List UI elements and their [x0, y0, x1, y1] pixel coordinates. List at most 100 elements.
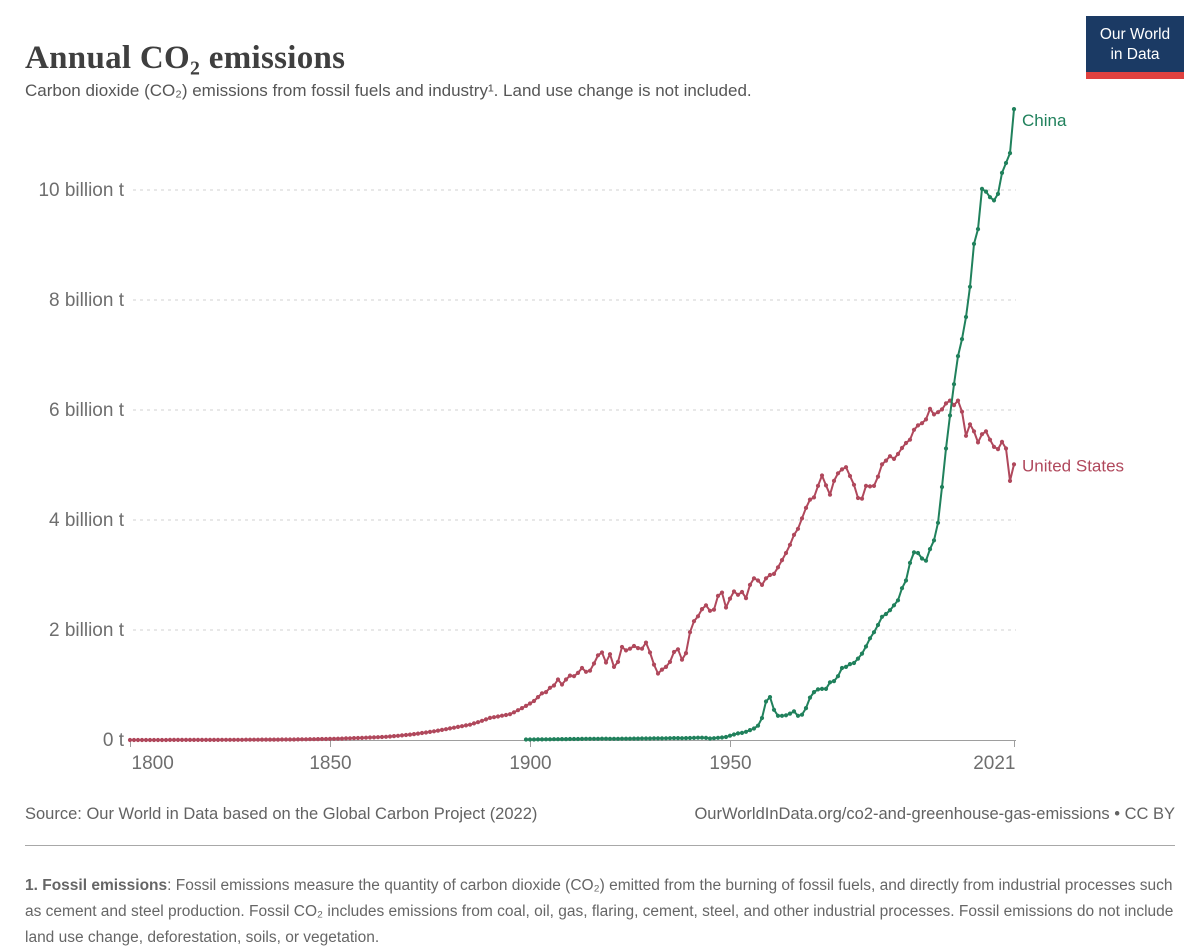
series-point-china — [795, 713, 801, 718]
series-point-united-states — [623, 648, 629, 653]
series-point-united-states — [859, 496, 865, 501]
series-point-united-states — [327, 736, 333, 742]
series-point-united-states — [775, 565, 781, 570]
series-point-united-states — [235, 737, 241, 742]
series-point-united-states — [291, 737, 297, 742]
series-point-china — [991, 198, 997, 203]
series-point-united-states — [203, 737, 209, 743]
series-point-united-states — [387, 734, 393, 739]
series-point-united-states — [835, 471, 841, 476]
series-point-united-states — [247, 737, 253, 742]
series-label-china[interactable]: China — [1022, 111, 1067, 130]
series-point-china — [763, 699, 769, 704]
series-point-united-states — [355, 735, 361, 741]
series-point-united-states — [583, 669, 589, 674]
series-point-china — [627, 736, 633, 741]
series-point-united-states — [903, 440, 909, 446]
x-tick-label: 1900 — [509, 753, 551, 774]
series-point-china — [951, 382, 957, 387]
series-point-united-states — [391, 734, 397, 739]
series-point-china — [543, 737, 549, 742]
series-point-united-states — [507, 712, 513, 717]
series-point-united-states — [671, 649, 677, 655]
series-point-united-states — [343, 736, 349, 741]
series-point-united-states — [523, 703, 529, 709]
series-label-united-states[interactable]: United States — [1022, 456, 1124, 475]
series-point-china — [571, 736, 577, 742]
series-point-united-states — [855, 495, 861, 501]
series-point-china — [655, 736, 661, 741]
x-tick-label: 1800 — [132, 753, 174, 774]
series-point-china — [535, 737, 541, 742]
series-point-united-states — [155, 737, 161, 743]
series-point-united-states — [323, 736, 329, 742]
series-point-united-states — [611, 664, 617, 670]
x-tick-label: 1850 — [309, 753, 351, 774]
series-point-china — [823, 686, 829, 692]
series-point-china — [687, 735, 693, 741]
series-point-united-states — [427, 729, 433, 735]
series-point-china — [791, 709, 797, 714]
series-point-china — [695, 735, 701, 740]
series-point-united-states — [851, 482, 857, 487]
series-point-china — [819, 686, 825, 692]
series-point-united-states — [411, 732, 417, 737]
series-point-china — [751, 726, 757, 731]
series-point-united-states — [283, 737, 289, 742]
series-point-united-states — [951, 403, 957, 408]
series-point-united-states — [195, 737, 201, 743]
series-point-united-states — [679, 657, 685, 662]
source-link[interactable]: OurWorldInData.org/co2-and-greenhouse-ga… — [694, 805, 1175, 823]
series-point-china — [659, 736, 665, 741]
footnote: 1. Fossil emissions: Fossil emissions me… — [25, 873, 1177, 952]
series-point-china — [999, 170, 1005, 175]
series-point-united-states — [403, 732, 409, 738]
series-point-united-states — [275, 737, 281, 742]
series-point-china — [815, 687, 821, 692]
series-point-china — [639, 736, 645, 741]
owid-logo-text-line1: Our World — [1099, 26, 1171, 43]
series-point-china — [651, 736, 657, 741]
series-point-united-states — [711, 607, 717, 612]
series-point-united-states — [707, 608, 713, 613]
series-point-united-states — [367, 735, 373, 740]
series-point-united-states — [515, 708, 521, 713]
chart-svg[interactable]: 0 t 2 billion t 4 billion t 6 billion t 8 bi… — [0, 80, 1200, 790]
series-point-united-states — [451, 725, 457, 730]
series-point-china — [963, 314, 969, 320]
series-point-united-states — [167, 737, 173, 743]
series-point-china — [899, 586, 905, 591]
series-point-united-states — [675, 647, 681, 652]
page-title: Annual CO₂ emissions — [25, 40, 346, 77]
series-point-united-states — [875, 474, 881, 479]
series-line-united-states[interactable] — [129, 399, 1015, 741]
series-point-china — [615, 736, 621, 741]
series-point-united-states — [563, 677, 569, 682]
series-point-united-states — [179, 737, 185, 743]
source-text: Source: Our World in Data based on the G… — [25, 805, 538, 823]
y-axis-label: 6 billion t — [49, 400, 125, 421]
y-axis-label: 10 billion t — [38, 180, 124, 201]
series-point-united-states — [615, 659, 621, 665]
series-point-china — [799, 712, 805, 717]
series-point-china — [595, 736, 601, 741]
chart[interactable]: 0 t 2 billion t 4 billion t 6 billion t 8 bi… — [0, 80, 1200, 790]
series-point-china — [575, 736, 581, 742]
series-point-united-states — [575, 670, 581, 676]
series-point-china — [947, 413, 953, 418]
series-point-united-states — [491, 715, 497, 720]
series-point-united-states — [319, 736, 325, 742]
series-point-china — [699, 735, 705, 740]
owid-logo[interactable]: Our World in Data — [1086, 16, 1184, 79]
series-point-china — [711, 736, 717, 741]
series-point-united-states — [939, 407, 945, 412]
series-point-united-states — [839, 467, 845, 472]
series-point-united-states — [863, 483, 869, 488]
series-point-united-states — [603, 660, 609, 665]
series-point-united-states — [867, 484, 873, 489]
series-point-china — [923, 558, 929, 563]
series-line-china[interactable] — [525, 108, 1015, 741]
series-point-china — [983, 189, 989, 194]
series-point-united-states — [667, 659, 673, 665]
